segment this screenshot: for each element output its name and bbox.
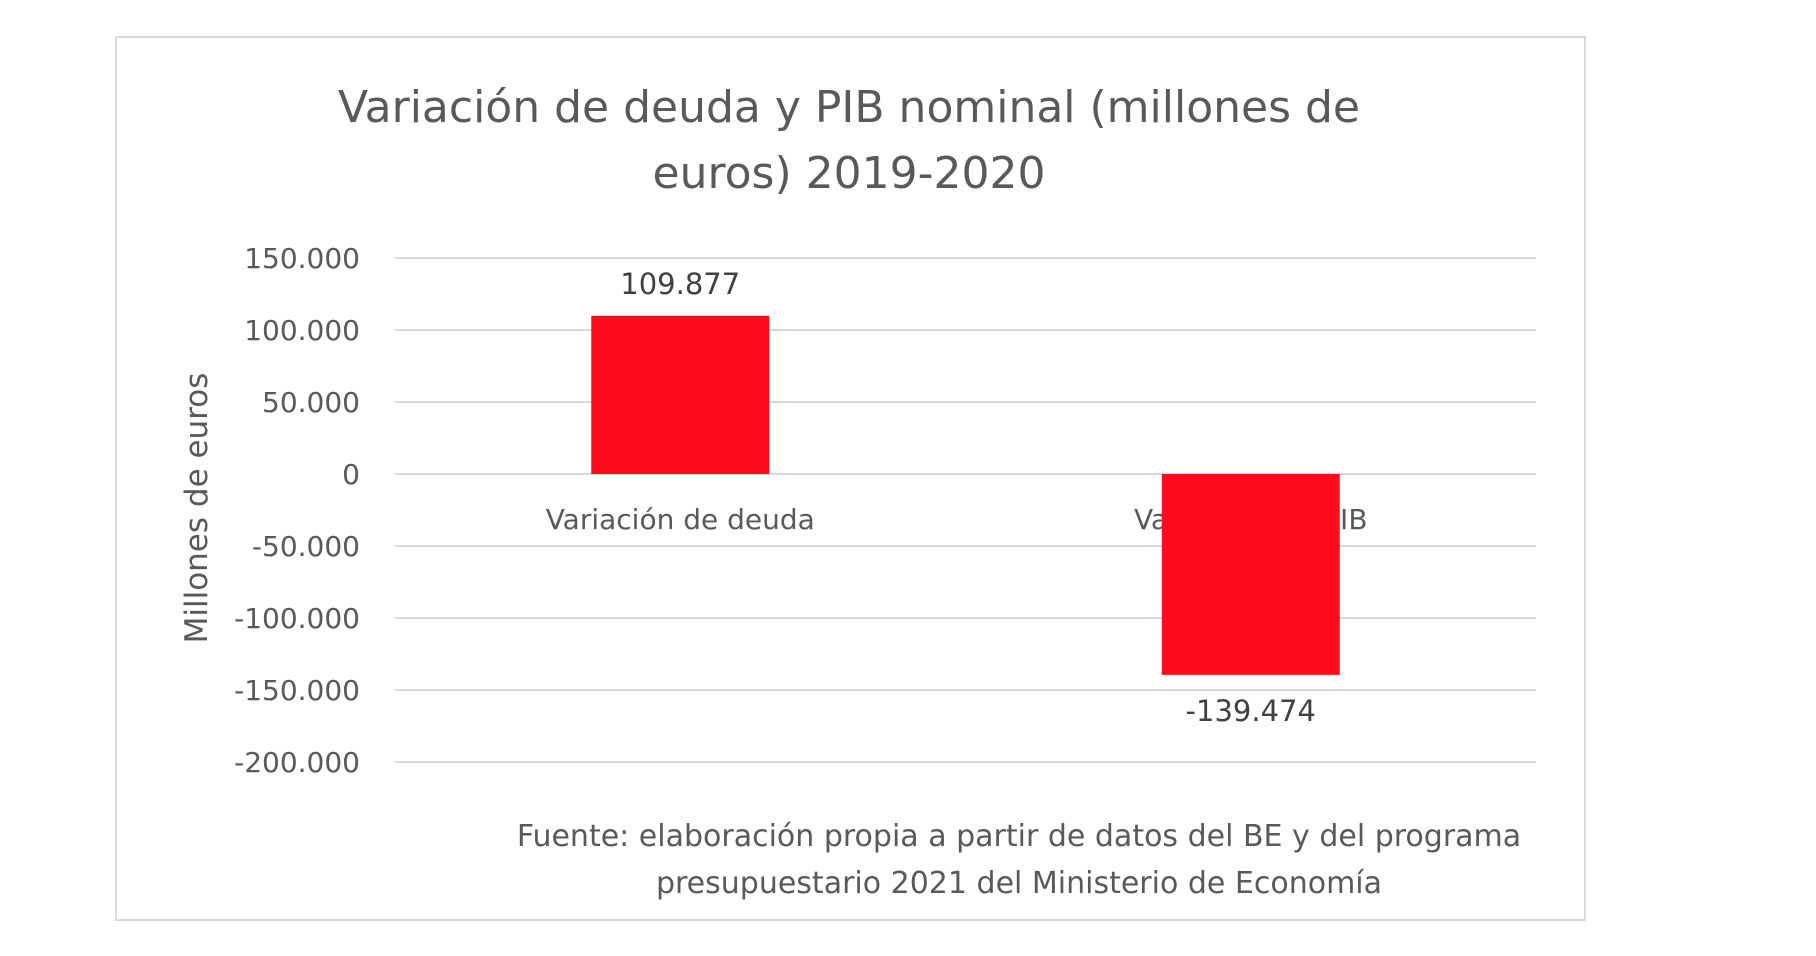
bar-1 [1161, 474, 1340, 675]
data-label-0: 109.877 [620, 267, 740, 301]
y-tick-label-5: -100.000 [234, 602, 360, 635]
source-note-line-2: presupuestario 2021 del Ministerio de Ec… [656, 866, 1382, 901]
y-axis-label: Millones de euros [179, 373, 215, 644]
y-tick-label-2: 50.000 [262, 386, 360, 419]
source-note: Fuente: elaboración propia a partir de d… [517, 819, 1521, 901]
gridlines [395, 257, 1536, 763]
category-label-0: Variación de deuda [546, 503, 815, 536]
y-axis-ticks: 150.000 100.000 50.000 0 -50.000 -100.000 -150… [234, 242, 360, 779]
chart-title: Variación de deuda y PIB nominal (millon… [338, 82, 1360, 199]
chart-frame [115, 36, 1586, 921]
y-tick-label-4: -50.000 [252, 530, 360, 563]
y-tick-label-6: -150.000 [234, 674, 360, 707]
y-tick-label-7: -200.000 [234, 746, 360, 779]
y-tick-label-3: 0 [342, 458, 360, 491]
bar-0 [591, 315, 770, 474]
y-tick-label-0: 150.000 [244, 242, 360, 275]
data-label-1: -139.474 [1186, 694, 1316, 728]
y-tick-label-1: 100.000 [244, 314, 360, 347]
chart-title-line-1: Variación de deuda y PIB nominal (millon… [338, 82, 1360, 133]
data-labels: 109.877 -139.474 [620, 267, 1316, 728]
bars [591, 315, 1340, 675]
source-note-line-1: Fuente: elaboración propia a partir de d… [517, 819, 1521, 854]
chart-title-line-2: euros) 2019-2020 [653, 148, 1046, 199]
